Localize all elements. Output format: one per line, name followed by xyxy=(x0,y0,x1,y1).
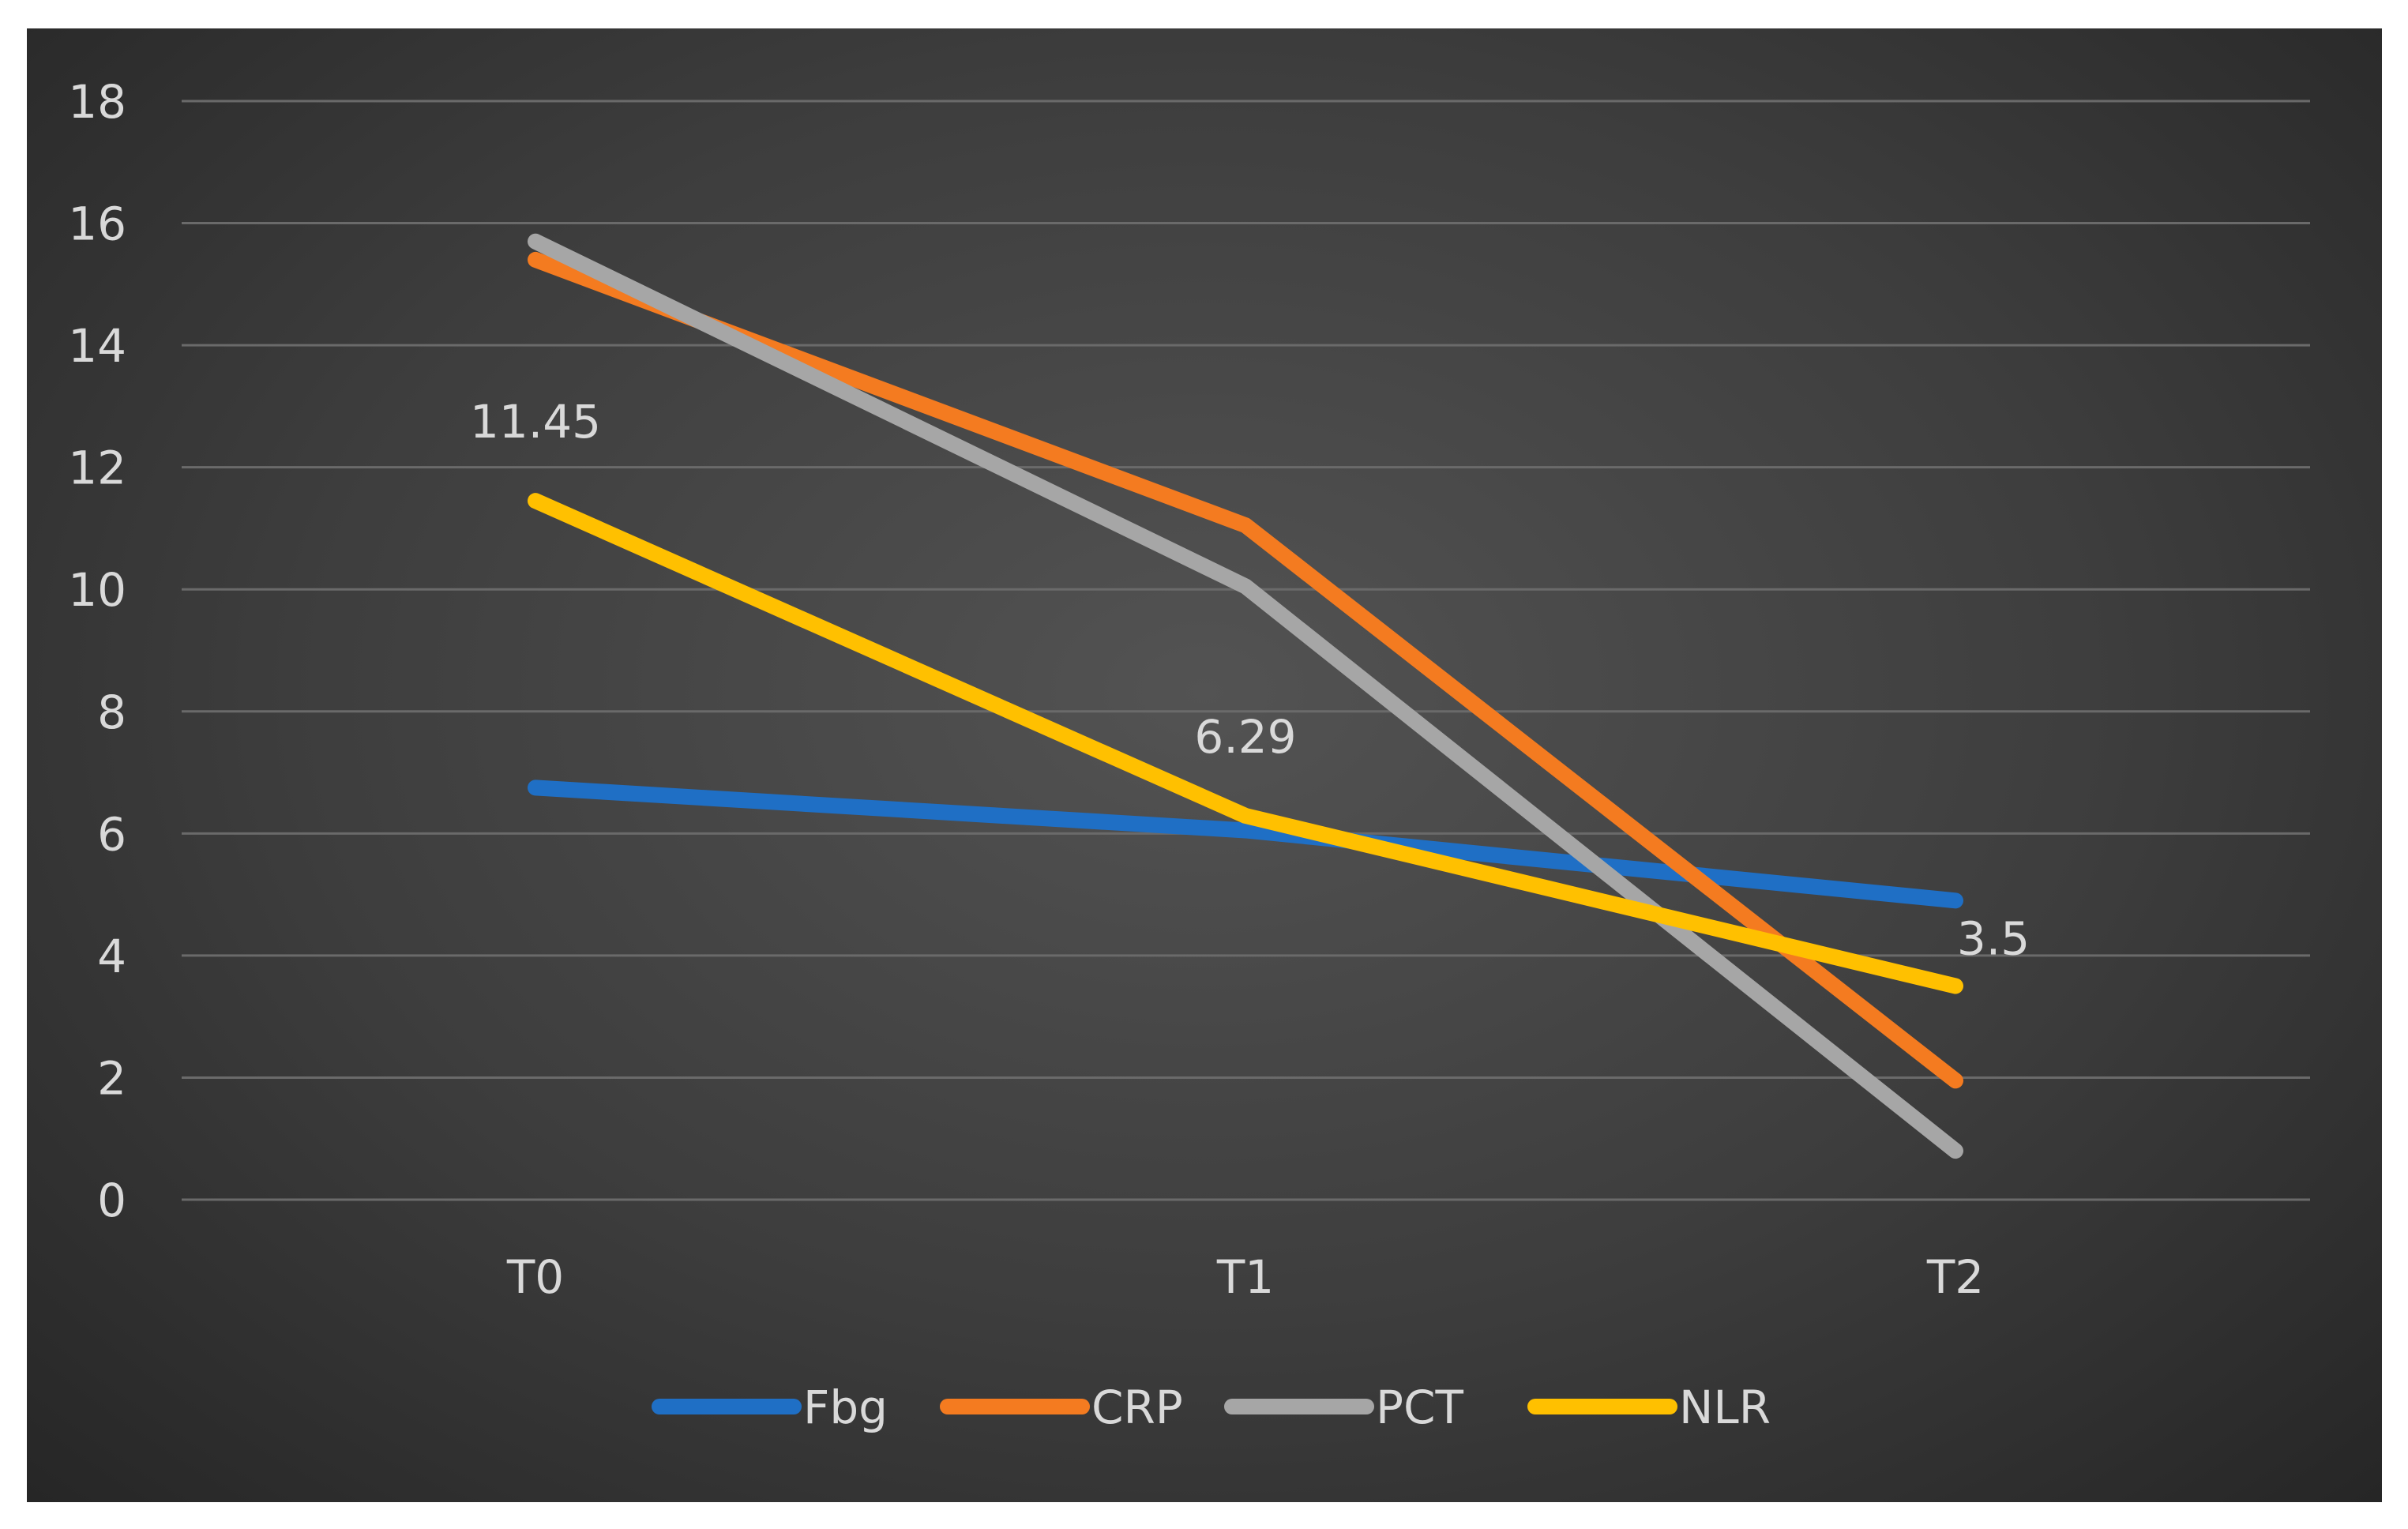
series-line-nlr xyxy=(528,493,1963,994)
y-tick-label: 6 xyxy=(97,807,126,861)
series-lines xyxy=(528,233,1963,1159)
y-tick-label: 16 xyxy=(68,197,126,251)
legend-label-fbg: Fbg xyxy=(803,1381,888,1434)
legend: Fbg CRP PCT NLR xyxy=(652,1381,1771,1434)
y-axis-tick-labels: 0 2 4 6 8 10 12 14 16 18 xyxy=(68,75,126,1227)
legend-label-pct: PCT xyxy=(1376,1381,1463,1434)
x-axis-tick-labels: T0 T1 T2 xyxy=(506,1250,1984,1304)
y-tick-label: 0 xyxy=(97,1174,126,1227)
legend-label-crp: CRP xyxy=(1091,1381,1183,1434)
gridlines xyxy=(182,100,2310,1201)
y-tick-label: 14 xyxy=(68,319,126,373)
y-tick-label: 2 xyxy=(97,1051,126,1105)
data-label-nlr-t1: 6.29 xyxy=(1194,710,1296,764)
series-line-crp xyxy=(528,251,1963,1089)
x-tick-label: T0 xyxy=(506,1250,564,1304)
series-line-pct xyxy=(528,233,1963,1159)
x-tick-label: T2 xyxy=(1926,1250,1984,1304)
chart-area xyxy=(27,28,2382,1502)
y-tick-label: 4 xyxy=(97,930,126,983)
y-tick-label: 8 xyxy=(97,686,126,739)
y-tick-label: 10 xyxy=(68,563,126,617)
data-label-nlr-t0: 11.45 xyxy=(470,395,601,449)
series-line-fbg xyxy=(528,780,1963,909)
data-labels: 11.45 6.29 3.5 xyxy=(470,395,2030,965)
y-tick-label: 18 xyxy=(68,75,126,129)
legend-label-nlr: NLR xyxy=(1679,1381,1771,1434)
data-label-nlr-t2: 3.5 xyxy=(1957,912,2030,966)
y-tick-label: 12 xyxy=(68,441,126,495)
x-tick-label: T1 xyxy=(1216,1250,1274,1304)
